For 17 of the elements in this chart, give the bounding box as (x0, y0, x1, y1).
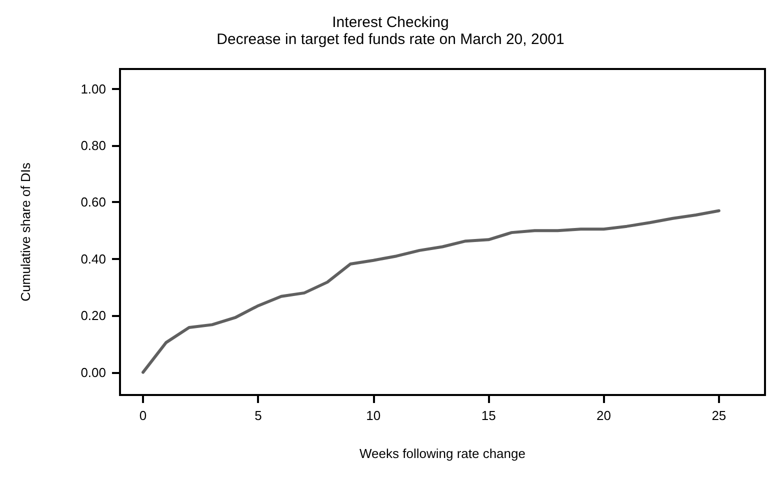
y-tick-label: 0.60 (80, 194, 106, 210)
x-tick-label: 15 (481, 408, 496, 423)
x-tick-label: 0 (139, 408, 147, 423)
y-tick-label: 0.20 (80, 308, 106, 324)
x-tick-label: 10 (366, 408, 381, 423)
x-axis-title: Weeks following rate change (360, 446, 526, 461)
chart-title: Interest Checking (332, 14, 449, 31)
x-tick-label: 5 (254, 408, 262, 423)
y-tick-label: 1.00 (80, 81, 106, 96)
y-tick-label: 0.40 (80, 251, 106, 266)
x-tick-label: 25 (712, 408, 726, 423)
y-tick-label: 0.00 (80, 364, 106, 380)
chart-subtitle: Decrease in target fed funds rate on March 20, 2001 (216, 31, 564, 48)
x-tick-label: 20 (596, 408, 611, 423)
y-axis-title: Cumulative share of DIs (18, 162, 33, 302)
y-tick-label: 0.80 (80, 138, 106, 154)
line-series (142, 209, 720, 374)
